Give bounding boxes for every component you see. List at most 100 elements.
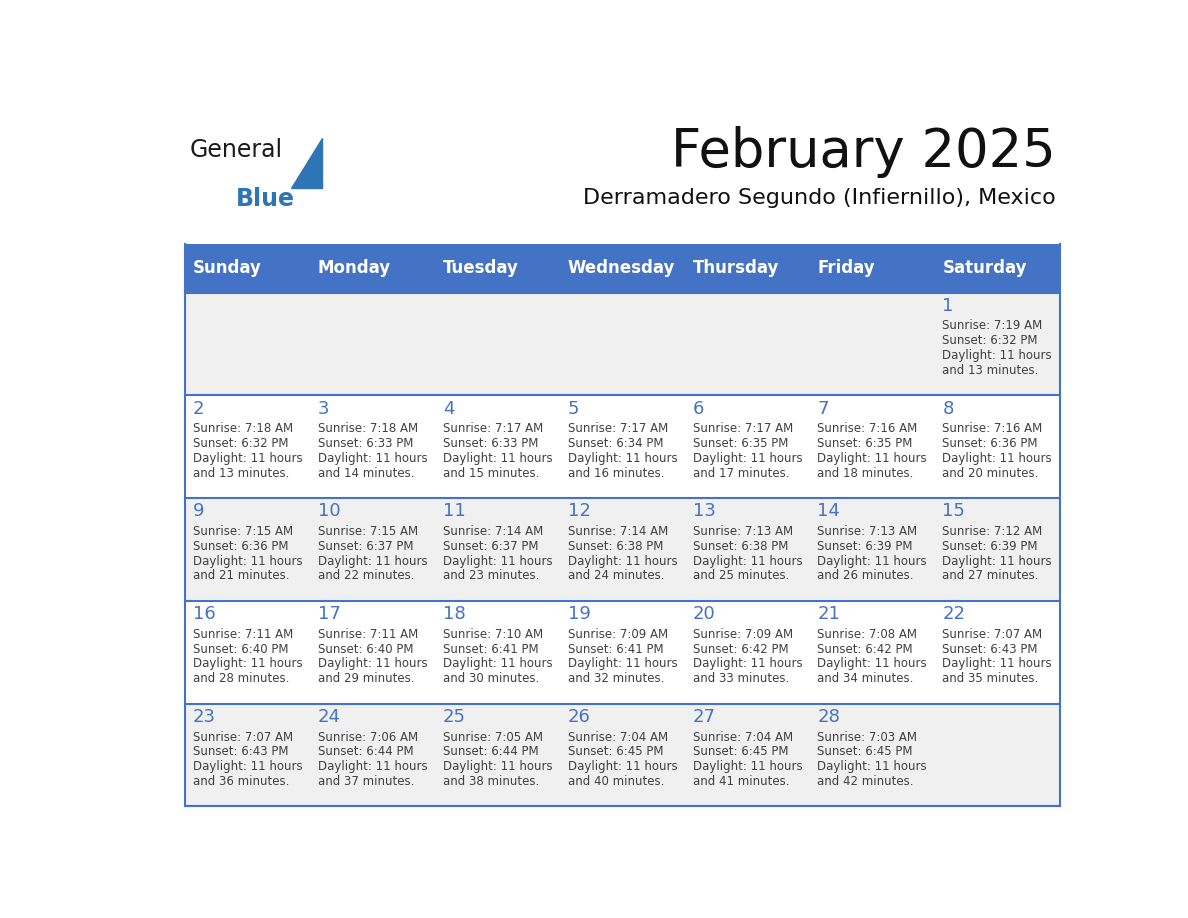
- Text: Wednesday: Wednesday: [568, 260, 675, 277]
- Text: Derramadero Segundo (Infiernillo), Mexico: Derramadero Segundo (Infiernillo), Mexic…: [582, 188, 1055, 207]
- Text: 26: 26: [568, 708, 590, 726]
- Text: Daylight: 11 hours: Daylight: 11 hours: [443, 554, 552, 567]
- Text: Sunrise: 7:06 AM: Sunrise: 7:06 AM: [317, 731, 418, 744]
- Text: Sunrise: 7:13 AM: Sunrise: 7:13 AM: [693, 525, 792, 538]
- Text: and 36 minutes.: and 36 minutes.: [192, 775, 289, 788]
- Text: Sunset: 6:39 PM: Sunset: 6:39 PM: [817, 540, 912, 553]
- Text: Sunset: 6:32 PM: Sunset: 6:32 PM: [942, 334, 1038, 347]
- Text: and 34 minutes.: and 34 minutes.: [817, 672, 914, 685]
- Text: Sunrise: 7:17 AM: Sunrise: 7:17 AM: [693, 422, 792, 435]
- Text: Sunrise: 7:13 AM: Sunrise: 7:13 AM: [817, 525, 917, 538]
- Text: 2: 2: [192, 399, 204, 418]
- Text: Daylight: 11 hours: Daylight: 11 hours: [317, 452, 428, 465]
- Text: Daylight: 11 hours: Daylight: 11 hours: [568, 452, 677, 465]
- Text: and 26 minutes.: and 26 minutes.: [817, 569, 914, 583]
- Text: Blue: Blue: [236, 186, 295, 210]
- Text: and 29 minutes.: and 29 minutes.: [317, 672, 415, 685]
- Text: General: General: [190, 139, 283, 162]
- Text: Friday: Friday: [817, 260, 876, 277]
- Text: and 14 minutes.: and 14 minutes.: [317, 466, 415, 480]
- Text: Daylight: 11 hours: Daylight: 11 hours: [693, 554, 802, 567]
- Text: Sunrise: 7:18 AM: Sunrise: 7:18 AM: [192, 422, 292, 435]
- Text: Thursday: Thursday: [693, 260, 779, 277]
- FancyBboxPatch shape: [185, 293, 1060, 396]
- Text: Sunset: 6:42 PM: Sunset: 6:42 PM: [693, 643, 788, 655]
- Text: and 22 minutes.: and 22 minutes.: [317, 569, 415, 583]
- Text: Sunset: 6:43 PM: Sunset: 6:43 PM: [942, 643, 1038, 655]
- Text: Daylight: 11 hours: Daylight: 11 hours: [942, 554, 1053, 567]
- Text: Sunrise: 7:15 AM: Sunrise: 7:15 AM: [317, 525, 418, 538]
- FancyBboxPatch shape: [185, 703, 1060, 806]
- Text: Daylight: 11 hours: Daylight: 11 hours: [192, 554, 302, 567]
- Text: Sunset: 6:37 PM: Sunset: 6:37 PM: [443, 540, 538, 553]
- Text: Sunrise: 7:05 AM: Sunrise: 7:05 AM: [443, 731, 543, 744]
- Text: Sunrise: 7:11 AM: Sunrise: 7:11 AM: [192, 628, 293, 641]
- Text: and 13 minutes.: and 13 minutes.: [942, 364, 1038, 377]
- Text: Sunrise: 7:04 AM: Sunrise: 7:04 AM: [693, 731, 792, 744]
- Text: Sunset: 6:36 PM: Sunset: 6:36 PM: [192, 540, 289, 553]
- Text: Sunrise: 7:16 AM: Sunrise: 7:16 AM: [817, 422, 917, 435]
- Text: and 40 minutes.: and 40 minutes.: [568, 775, 664, 788]
- Text: Daylight: 11 hours: Daylight: 11 hours: [817, 657, 927, 670]
- Text: 7: 7: [817, 399, 829, 418]
- Text: Sunrise: 7:14 AM: Sunrise: 7:14 AM: [568, 525, 668, 538]
- Text: Monday: Monday: [317, 260, 391, 277]
- Text: Sunrise: 7:04 AM: Sunrise: 7:04 AM: [568, 731, 668, 744]
- Text: Sunrise: 7:11 AM: Sunrise: 7:11 AM: [317, 628, 418, 641]
- Text: Daylight: 11 hours: Daylight: 11 hours: [443, 760, 552, 773]
- FancyBboxPatch shape: [185, 396, 1060, 498]
- Text: Sunset: 6:44 PM: Sunset: 6:44 PM: [317, 745, 413, 758]
- Text: Sunset: 6:33 PM: Sunset: 6:33 PM: [443, 437, 538, 450]
- Text: 20: 20: [693, 605, 715, 623]
- Text: Daylight: 11 hours: Daylight: 11 hours: [942, 657, 1053, 670]
- Text: 23: 23: [192, 708, 216, 726]
- Text: 19: 19: [568, 605, 590, 623]
- Text: Sunrise: 7:17 AM: Sunrise: 7:17 AM: [443, 422, 543, 435]
- Text: and 37 minutes.: and 37 minutes.: [317, 775, 415, 788]
- Text: 25: 25: [443, 708, 466, 726]
- Text: 17: 17: [317, 605, 341, 623]
- Text: Daylight: 11 hours: Daylight: 11 hours: [942, 452, 1053, 465]
- Text: and 27 minutes.: and 27 minutes.: [942, 569, 1040, 583]
- Text: February 2025: February 2025: [671, 127, 1055, 178]
- Text: Sunrise: 7:19 AM: Sunrise: 7:19 AM: [942, 319, 1043, 332]
- Text: Sunset: 6:38 PM: Sunset: 6:38 PM: [693, 540, 788, 553]
- Text: 28: 28: [817, 708, 840, 726]
- Text: and 32 minutes.: and 32 minutes.: [568, 672, 664, 685]
- Text: Sunrise: 7:12 AM: Sunrise: 7:12 AM: [942, 525, 1043, 538]
- Text: and 20 minutes.: and 20 minutes.: [942, 466, 1038, 480]
- Text: Sunrise: 7:03 AM: Sunrise: 7:03 AM: [817, 731, 917, 744]
- Text: Sunset: 6:45 PM: Sunset: 6:45 PM: [817, 745, 912, 758]
- Text: Daylight: 11 hours: Daylight: 11 hours: [817, 760, 927, 773]
- Text: Sunset: 6:41 PM: Sunset: 6:41 PM: [568, 643, 663, 655]
- Text: Sunset: 6:39 PM: Sunset: 6:39 PM: [942, 540, 1038, 553]
- FancyBboxPatch shape: [185, 498, 1060, 601]
- Text: Sunset: 6:33 PM: Sunset: 6:33 PM: [317, 437, 413, 450]
- Text: Sunrise: 7:08 AM: Sunrise: 7:08 AM: [817, 628, 917, 641]
- Text: Daylight: 11 hours: Daylight: 11 hours: [817, 554, 927, 567]
- Text: and 24 minutes.: and 24 minutes.: [568, 569, 664, 583]
- Text: Sunset: 6:38 PM: Sunset: 6:38 PM: [568, 540, 663, 553]
- Polygon shape: [291, 139, 322, 188]
- Text: Sunset: 6:34 PM: Sunset: 6:34 PM: [568, 437, 663, 450]
- Text: 14: 14: [817, 502, 840, 521]
- Text: Sunset: 6:42 PM: Sunset: 6:42 PM: [817, 643, 914, 655]
- Text: 1: 1: [942, 297, 954, 315]
- Text: Daylight: 11 hours: Daylight: 11 hours: [568, 657, 677, 670]
- Text: Sunset: 6:40 PM: Sunset: 6:40 PM: [192, 643, 289, 655]
- Text: Sunset: 6:45 PM: Sunset: 6:45 PM: [568, 745, 663, 758]
- Text: Sunrise: 7:17 AM: Sunrise: 7:17 AM: [568, 422, 668, 435]
- Text: Daylight: 11 hours: Daylight: 11 hours: [693, 452, 802, 465]
- Text: and 41 minutes.: and 41 minutes.: [693, 775, 789, 788]
- Text: 11: 11: [443, 502, 466, 521]
- Text: 15: 15: [942, 502, 966, 521]
- Text: Sunset: 6:43 PM: Sunset: 6:43 PM: [192, 745, 289, 758]
- FancyBboxPatch shape: [185, 244, 1060, 293]
- Text: Daylight: 11 hours: Daylight: 11 hours: [568, 760, 677, 773]
- Text: Sunrise: 7:09 AM: Sunrise: 7:09 AM: [693, 628, 792, 641]
- Text: 16: 16: [192, 605, 215, 623]
- Text: 4: 4: [443, 399, 454, 418]
- Text: Sunrise: 7:09 AM: Sunrise: 7:09 AM: [568, 628, 668, 641]
- Text: Sunset: 6:37 PM: Sunset: 6:37 PM: [317, 540, 413, 553]
- Text: Daylight: 11 hours: Daylight: 11 hours: [568, 554, 677, 567]
